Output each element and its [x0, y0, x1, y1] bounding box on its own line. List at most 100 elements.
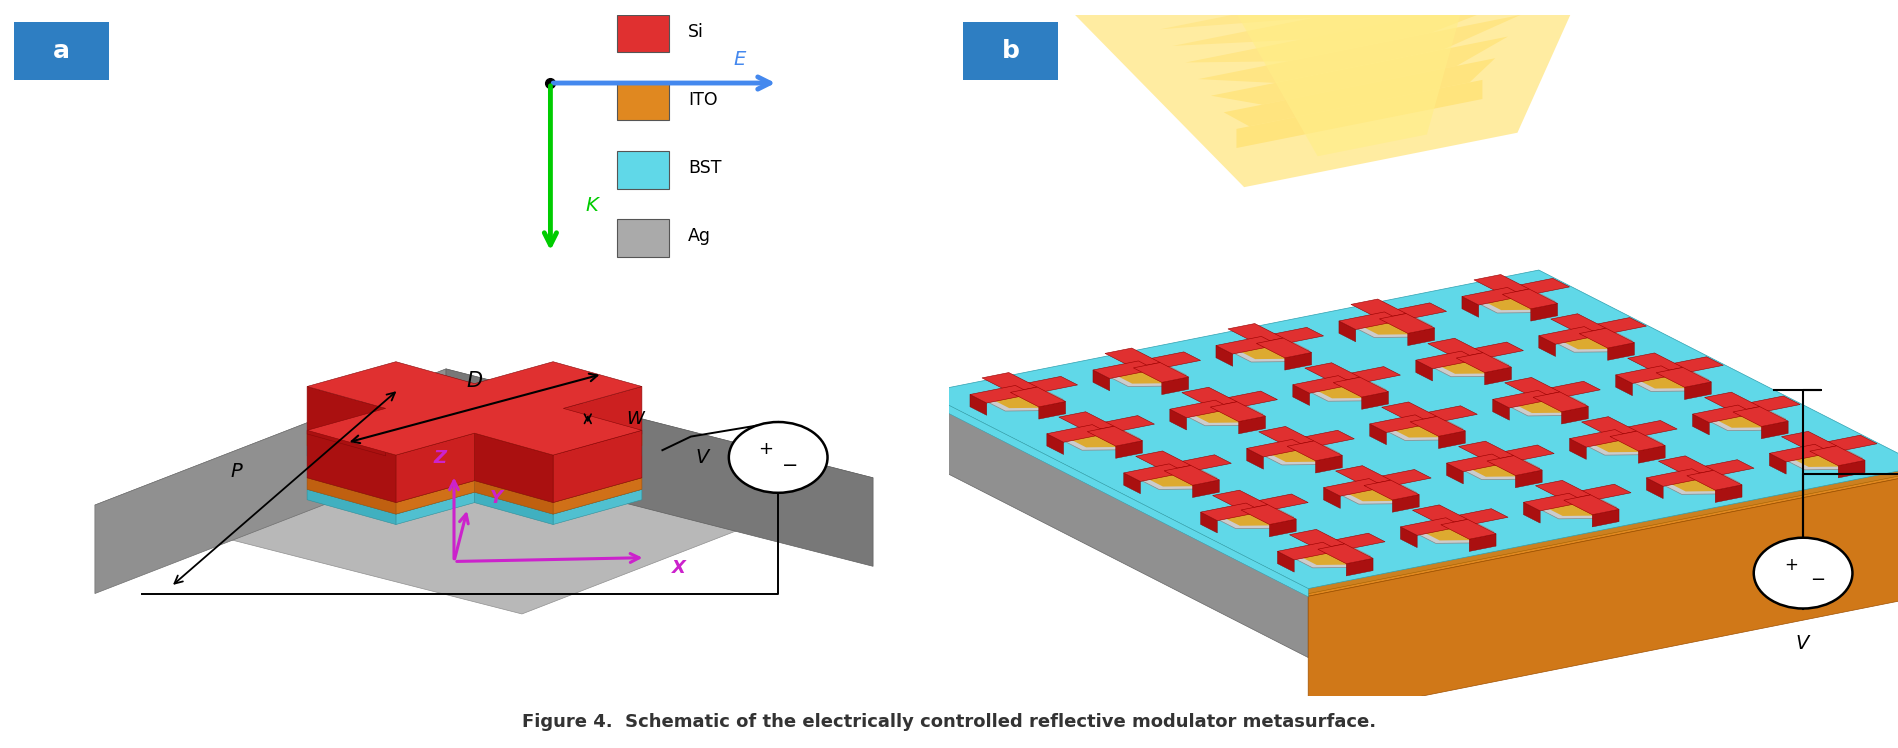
Polygon shape	[1661, 472, 1740, 494]
Text: $\mathit{K}$: $\mathit{K}$	[585, 196, 602, 215]
Polygon shape	[1608, 343, 1634, 361]
Polygon shape	[1346, 558, 1372, 576]
Polygon shape	[1792, 450, 1854, 467]
Polygon shape	[1416, 361, 1433, 381]
Polygon shape	[552, 430, 642, 503]
Polygon shape	[1351, 299, 1406, 319]
Polygon shape	[1346, 484, 1408, 501]
Polygon shape	[1285, 352, 1312, 370]
Polygon shape	[564, 446, 642, 478]
Polygon shape	[1484, 367, 1511, 384]
Polygon shape	[1048, 434, 1063, 455]
Polygon shape	[1270, 519, 1296, 537]
Polygon shape	[1239, 342, 1300, 359]
Polygon shape	[1304, 363, 1361, 382]
Polygon shape	[1492, 390, 1554, 408]
Polygon shape	[1323, 533, 1386, 551]
Polygon shape	[1446, 454, 1509, 472]
Polygon shape	[1716, 485, 1742, 503]
Polygon shape	[307, 362, 642, 455]
Polygon shape	[474, 492, 552, 524]
Polygon shape	[1287, 441, 1342, 461]
Polygon shape	[1277, 551, 1294, 572]
Polygon shape	[1412, 505, 1467, 524]
Polygon shape	[1169, 409, 1186, 430]
Polygon shape	[1408, 328, 1435, 346]
Polygon shape	[970, 385, 1033, 403]
Polygon shape	[1107, 364, 1186, 387]
Polygon shape	[1469, 534, 1496, 551]
Polygon shape	[1015, 376, 1078, 394]
Text: a: a	[53, 39, 70, 63]
Polygon shape	[1505, 378, 1560, 397]
Circle shape	[729, 422, 828, 493]
Polygon shape	[1659, 456, 1714, 476]
Polygon shape	[1365, 480, 1420, 500]
Polygon shape	[1585, 433, 1663, 455]
Polygon shape	[307, 446, 385, 478]
Polygon shape	[1038, 402, 1065, 419]
Text: $\mathit{V}$: $\mathit{V}$	[695, 448, 712, 467]
Polygon shape	[1124, 473, 1141, 494]
Polygon shape	[1784, 447, 1862, 470]
Polygon shape	[1539, 327, 1602, 344]
Polygon shape	[1562, 406, 1589, 424]
Polygon shape	[985, 389, 1063, 411]
Polygon shape	[1839, 460, 1866, 478]
Polygon shape	[307, 478, 397, 514]
Text: X: X	[672, 559, 685, 577]
Polygon shape	[1814, 435, 1877, 453]
Polygon shape	[924, 278, 1898, 596]
Polygon shape	[1308, 473, 1898, 657]
Polygon shape	[1384, 303, 1446, 320]
Polygon shape	[1211, 402, 1266, 422]
Polygon shape	[1293, 430, 1355, 448]
Polygon shape	[1693, 405, 1756, 423]
Polygon shape	[1461, 296, 1479, 317]
Polygon shape	[1308, 450, 1898, 596]
Polygon shape	[1192, 405, 1255, 423]
Polygon shape	[1547, 498, 1608, 516]
Text: $\mathit{P}$: $\mathit{P}$	[230, 462, 245, 480]
Polygon shape	[307, 430, 397, 503]
Bar	[617, 151, 668, 188]
Polygon shape	[1515, 470, 1543, 488]
Polygon shape	[1332, 377, 1389, 397]
Polygon shape	[1124, 464, 1186, 482]
Polygon shape	[1630, 370, 1708, 391]
Polygon shape	[1661, 357, 1723, 375]
Polygon shape	[1537, 497, 1617, 519]
Polygon shape	[1524, 493, 1585, 511]
Polygon shape	[1524, 503, 1539, 523]
Polygon shape	[446, 369, 873, 566]
Polygon shape	[397, 433, 474, 503]
Polygon shape	[1139, 468, 1217, 489]
Polygon shape	[1139, 352, 1201, 370]
Polygon shape	[1198, 15, 1520, 83]
Polygon shape	[1031, 0, 1646, 187]
Polygon shape	[1293, 375, 1355, 393]
Polygon shape	[307, 420, 642, 514]
Polygon shape	[1564, 495, 1619, 515]
Polygon shape	[1446, 509, 1509, 527]
Polygon shape	[1384, 418, 1463, 441]
Polygon shape	[1382, 402, 1437, 422]
Polygon shape	[1270, 444, 1332, 462]
Bar	[617, 83, 668, 120]
Polygon shape	[307, 387, 385, 456]
Polygon shape	[397, 492, 474, 524]
Polygon shape	[1247, 439, 1310, 457]
Polygon shape	[1570, 484, 1630, 502]
Polygon shape	[1336, 466, 1391, 485]
Polygon shape	[924, 393, 1308, 597]
Polygon shape	[1761, 421, 1788, 439]
Polygon shape	[1146, 0, 1572, 13]
Polygon shape	[1353, 316, 1433, 337]
Polygon shape	[1553, 330, 1632, 352]
Text: −: −	[782, 456, 799, 475]
Polygon shape	[1230, 340, 1310, 362]
Polygon shape	[1782, 432, 1837, 451]
Polygon shape	[1093, 370, 1110, 390]
Polygon shape	[1093, 361, 1156, 378]
Polygon shape	[1427, 338, 1482, 358]
